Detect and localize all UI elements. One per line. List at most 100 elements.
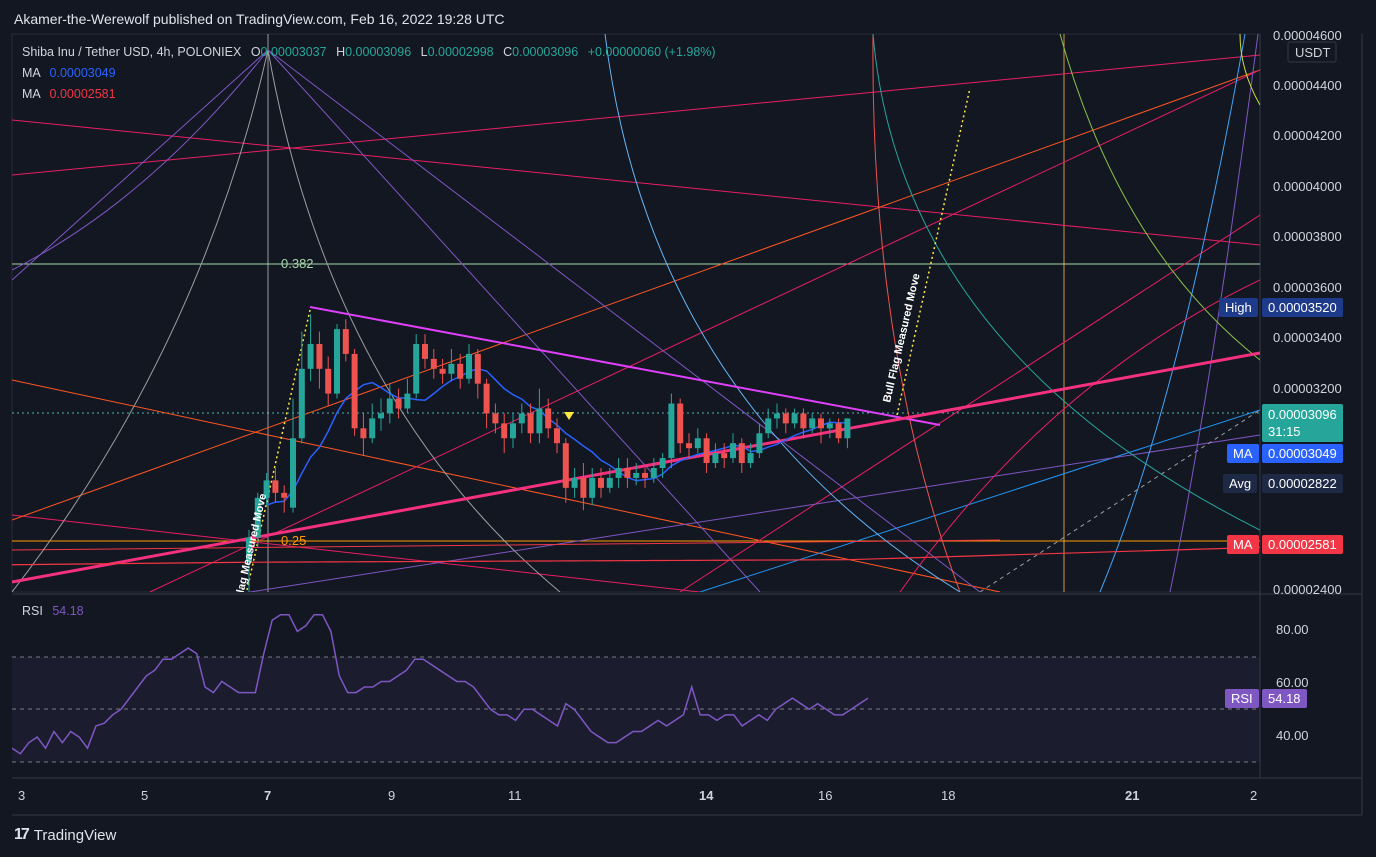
candle-body [554,428,560,444]
price-axis[interactable]: 0.00004600 0.00004400 0.00004200 0.00004… [1273,28,1342,597]
high-tag: High [1219,298,1258,317]
ma2-legend[interactable]: MA 0.00002581 [22,87,116,101]
candle-body [281,492,288,498]
candle-body [263,480,270,498]
candle-body [527,413,534,434]
arc-purple [1169,34,1259,592]
ma1-value: 0.00003049 [49,66,116,80]
candle-body [650,468,657,478]
rsi-tick: 40.00 [1276,728,1309,743]
candle-body [395,398,402,409]
candle-body [492,413,499,424]
candle-body [483,383,490,414]
pivot-arc [267,49,561,592]
fan-line [699,409,1260,592]
rsi-tag-label: RSI [1225,689,1259,708]
ma1-label: MA [22,66,41,80]
candle-body [334,329,340,394]
tradingview-logo[interactable]: 17 TradingView [14,826,116,844]
candle-body [756,433,763,454]
candle-body [501,423,508,439]
candle-body [298,368,305,439]
rsi-line [12,613,869,755]
candle-body [351,353,358,429]
arc-blue [1099,34,1246,592]
ma1-tag-label: MA [1227,444,1259,463]
currency-label: USDT [1295,45,1330,60]
candle-body [747,453,754,464]
pivot-arc [12,49,269,271]
ma2-tag-label: MA [1227,535,1259,554]
pivot-arc [12,49,269,592]
candle-body [589,477,596,498]
candle-body [325,368,332,394]
time-tick: 11 [508,788,522,803]
candle-body [562,443,569,488]
candle-body [404,393,411,409]
candle-body [694,438,701,449]
signal-marker-icon [564,412,574,420]
ma1-legend[interactable]: MA 0.00003049 [22,66,116,80]
drawing-tools: 0.382 0.25 Bull Flag Measured Move Flag … [12,34,1260,592]
arc-green [1059,34,1260,361]
candle-body [730,443,736,459]
pivot-line [267,49,761,592]
fan-line [12,54,1260,176]
candle-body [686,443,692,449]
candle-body [774,413,780,419]
candle-body [782,413,789,424]
time-tick: 14 [699,788,714,803]
fib-25-label: 0.25 [281,533,306,548]
candle-body [360,428,367,439]
tradingview-icon: 17 [14,826,30,843]
time-axis[interactable]: 3 5 7 9 11 14 16 18 21 2 [18,788,1257,803]
candle-body [457,363,464,379]
candle-body [624,468,631,478]
symbol-legend[interactable]: Shiba Inu / Tether USD, 4h, POLONIEX O0.… [22,45,716,59]
candle-body [272,480,279,493]
candle-body [659,458,666,468]
candle-body [738,443,745,464]
fan-line [12,69,1260,521]
high-label: H [336,45,346,59]
ma2-tag-value: 0.00002581 [1262,535,1343,554]
rsi-legend[interactable]: RSI 54.18 [22,604,84,618]
ma1-tag-value: 0.00003049 [1262,444,1343,463]
high-tag-value: 0.00003520 [1262,298,1343,317]
currency-badge[interactable] [1287,41,1337,63]
candle-body [580,477,587,498]
candle-body [606,477,613,488]
time-tick: 3 [18,788,25,803]
close-value: 0.00003096 [512,45,579,59]
price-tick: 0.00003400 [1273,330,1342,345]
time-tick: 5 [141,788,148,803]
time-tick: 9 [388,788,395,803]
arc-blue [604,34,961,592]
time-tick: 2 [1250,788,1257,803]
avg-tag-label: Avg [1223,474,1258,493]
rsi-tick: 60.00 [1276,675,1309,690]
arc-teal [872,34,1260,531]
high-value: 0.00003096 [345,45,412,59]
arc-red [872,34,961,592]
candle-body [571,477,578,488]
candle-body [800,413,807,429]
last-price-tag: 0.00003096 31:15 [1262,404,1343,442]
change-value: +0.00000060 (+1.98%) [587,45,716,59]
low-label: L [420,45,428,59]
fan-line [679,214,1260,592]
ma2-label: MA [22,87,41,101]
time-tick: 7 [264,788,271,803]
price-tick: 0.00004200 [1273,128,1342,143]
fan-line [149,69,1260,592]
price-tick: 0.00002400 [1273,582,1342,597]
candle-body [474,353,481,384]
symbol-name: Shiba Inu / Tether USD, 4h, POLONIEX [22,45,242,59]
candle-body [598,477,604,488]
candle-body [826,423,833,429]
rsi-label: RSI [22,604,43,618]
last-price-value: 0.00003096 [1268,407,1337,422]
candle-body [545,408,552,429]
ma2-line [12,546,1260,566]
